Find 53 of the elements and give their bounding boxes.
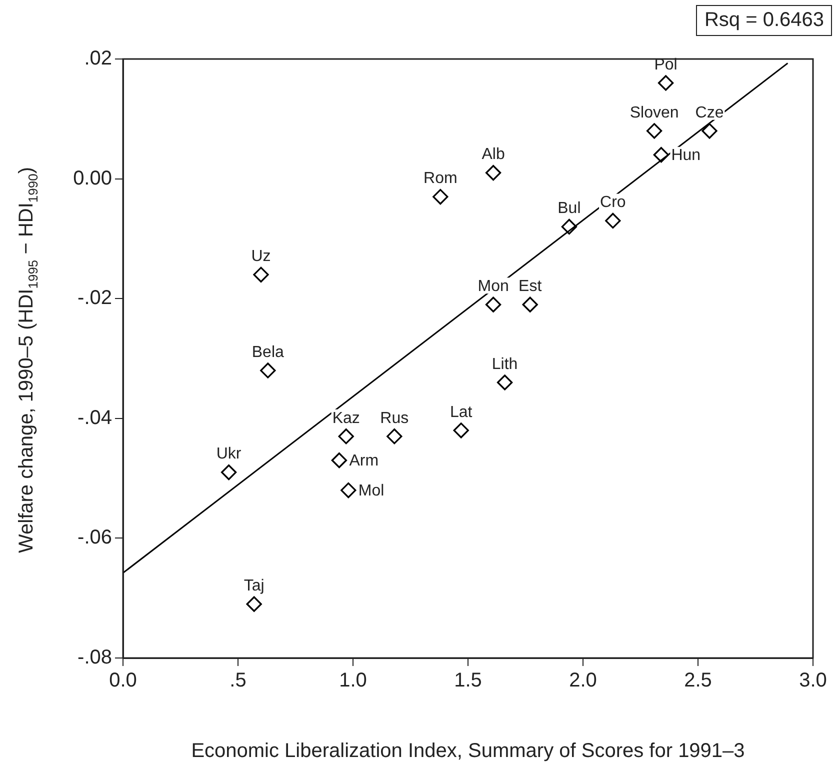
- point: [497, 374, 513, 390]
- data-label: Sloven: [630, 104, 679, 122]
- data-label: Ukr: [216, 446, 242, 463]
- point: [702, 123, 718, 139]
- x-tick-label: 2.0: [569, 670, 597, 692]
- x-axis-title: Economic Liberalization Index, Summary of Scores for 1991–3: [191, 740, 745, 763]
- data-label: Arm: [349, 452, 379, 470]
- point: [522, 296, 538, 312]
- y-tick-label: -.02: [78, 287, 112, 310]
- point: [340, 482, 356, 498]
- data-label: Mol: [358, 482, 384, 500]
- data-label: Bela: [252, 344, 284, 361]
- point: [386, 428, 402, 444]
- data-label: Uz: [251, 248, 271, 266]
- x-tick-label: .5: [230, 670, 246, 692]
- data-label: Rom: [424, 170, 458, 188]
- point: [653, 147, 669, 163]
- point: [658, 75, 674, 91]
- x-tick-label: 2.5: [684, 670, 712, 692]
- data-label: Taj: [244, 577, 264, 594]
- data-label: Est: [518, 278, 542, 295]
- point: [486, 296, 502, 312]
- data-label: Alb: [482, 146, 505, 164]
- text: Rsq = 0.6463: [696, 5, 832, 36]
- data-label: Mon: [478, 278, 509, 295]
- data-label: Hun: [671, 147, 701, 164]
- data-label: Cro: [600, 194, 626, 212]
- data-label: Bul: [558, 200, 581, 218]
- y-tick-label: -.04: [78, 406, 112, 429]
- data-label: Lith: [492, 356, 518, 373]
- data-label: Lat: [450, 404, 473, 421]
- point: [486, 165, 502, 181]
- point: [453, 422, 469, 438]
- data-label: Rus: [380, 410, 409, 427]
- x-tick-label: 0.0: [109, 670, 137, 692]
- data-label: Cze: [695, 104, 724, 122]
- y-tick-label: -.06: [78, 526, 112, 549]
- x-tick-label: 1.5: [454, 670, 482, 692]
- point: [221, 464, 237, 480]
- point: [646, 123, 662, 139]
- point: [331, 452, 347, 468]
- data-label: Kaz: [332, 410, 360, 427]
- point: [605, 212, 621, 228]
- point: [246, 596, 262, 612]
- y-tick-label: .02: [84, 48, 112, 70]
- y-tick-label: -.08: [78, 646, 112, 669]
- point: [432, 189, 448, 205]
- x-tick-label: 1.0: [339, 670, 367, 692]
- x-tick-label: 3.0: [799, 670, 827, 692]
- point: [260, 362, 276, 378]
- point: [253, 266, 269, 282]
- point: [338, 428, 354, 444]
- y-tick-label: 0.00: [73, 167, 112, 190]
